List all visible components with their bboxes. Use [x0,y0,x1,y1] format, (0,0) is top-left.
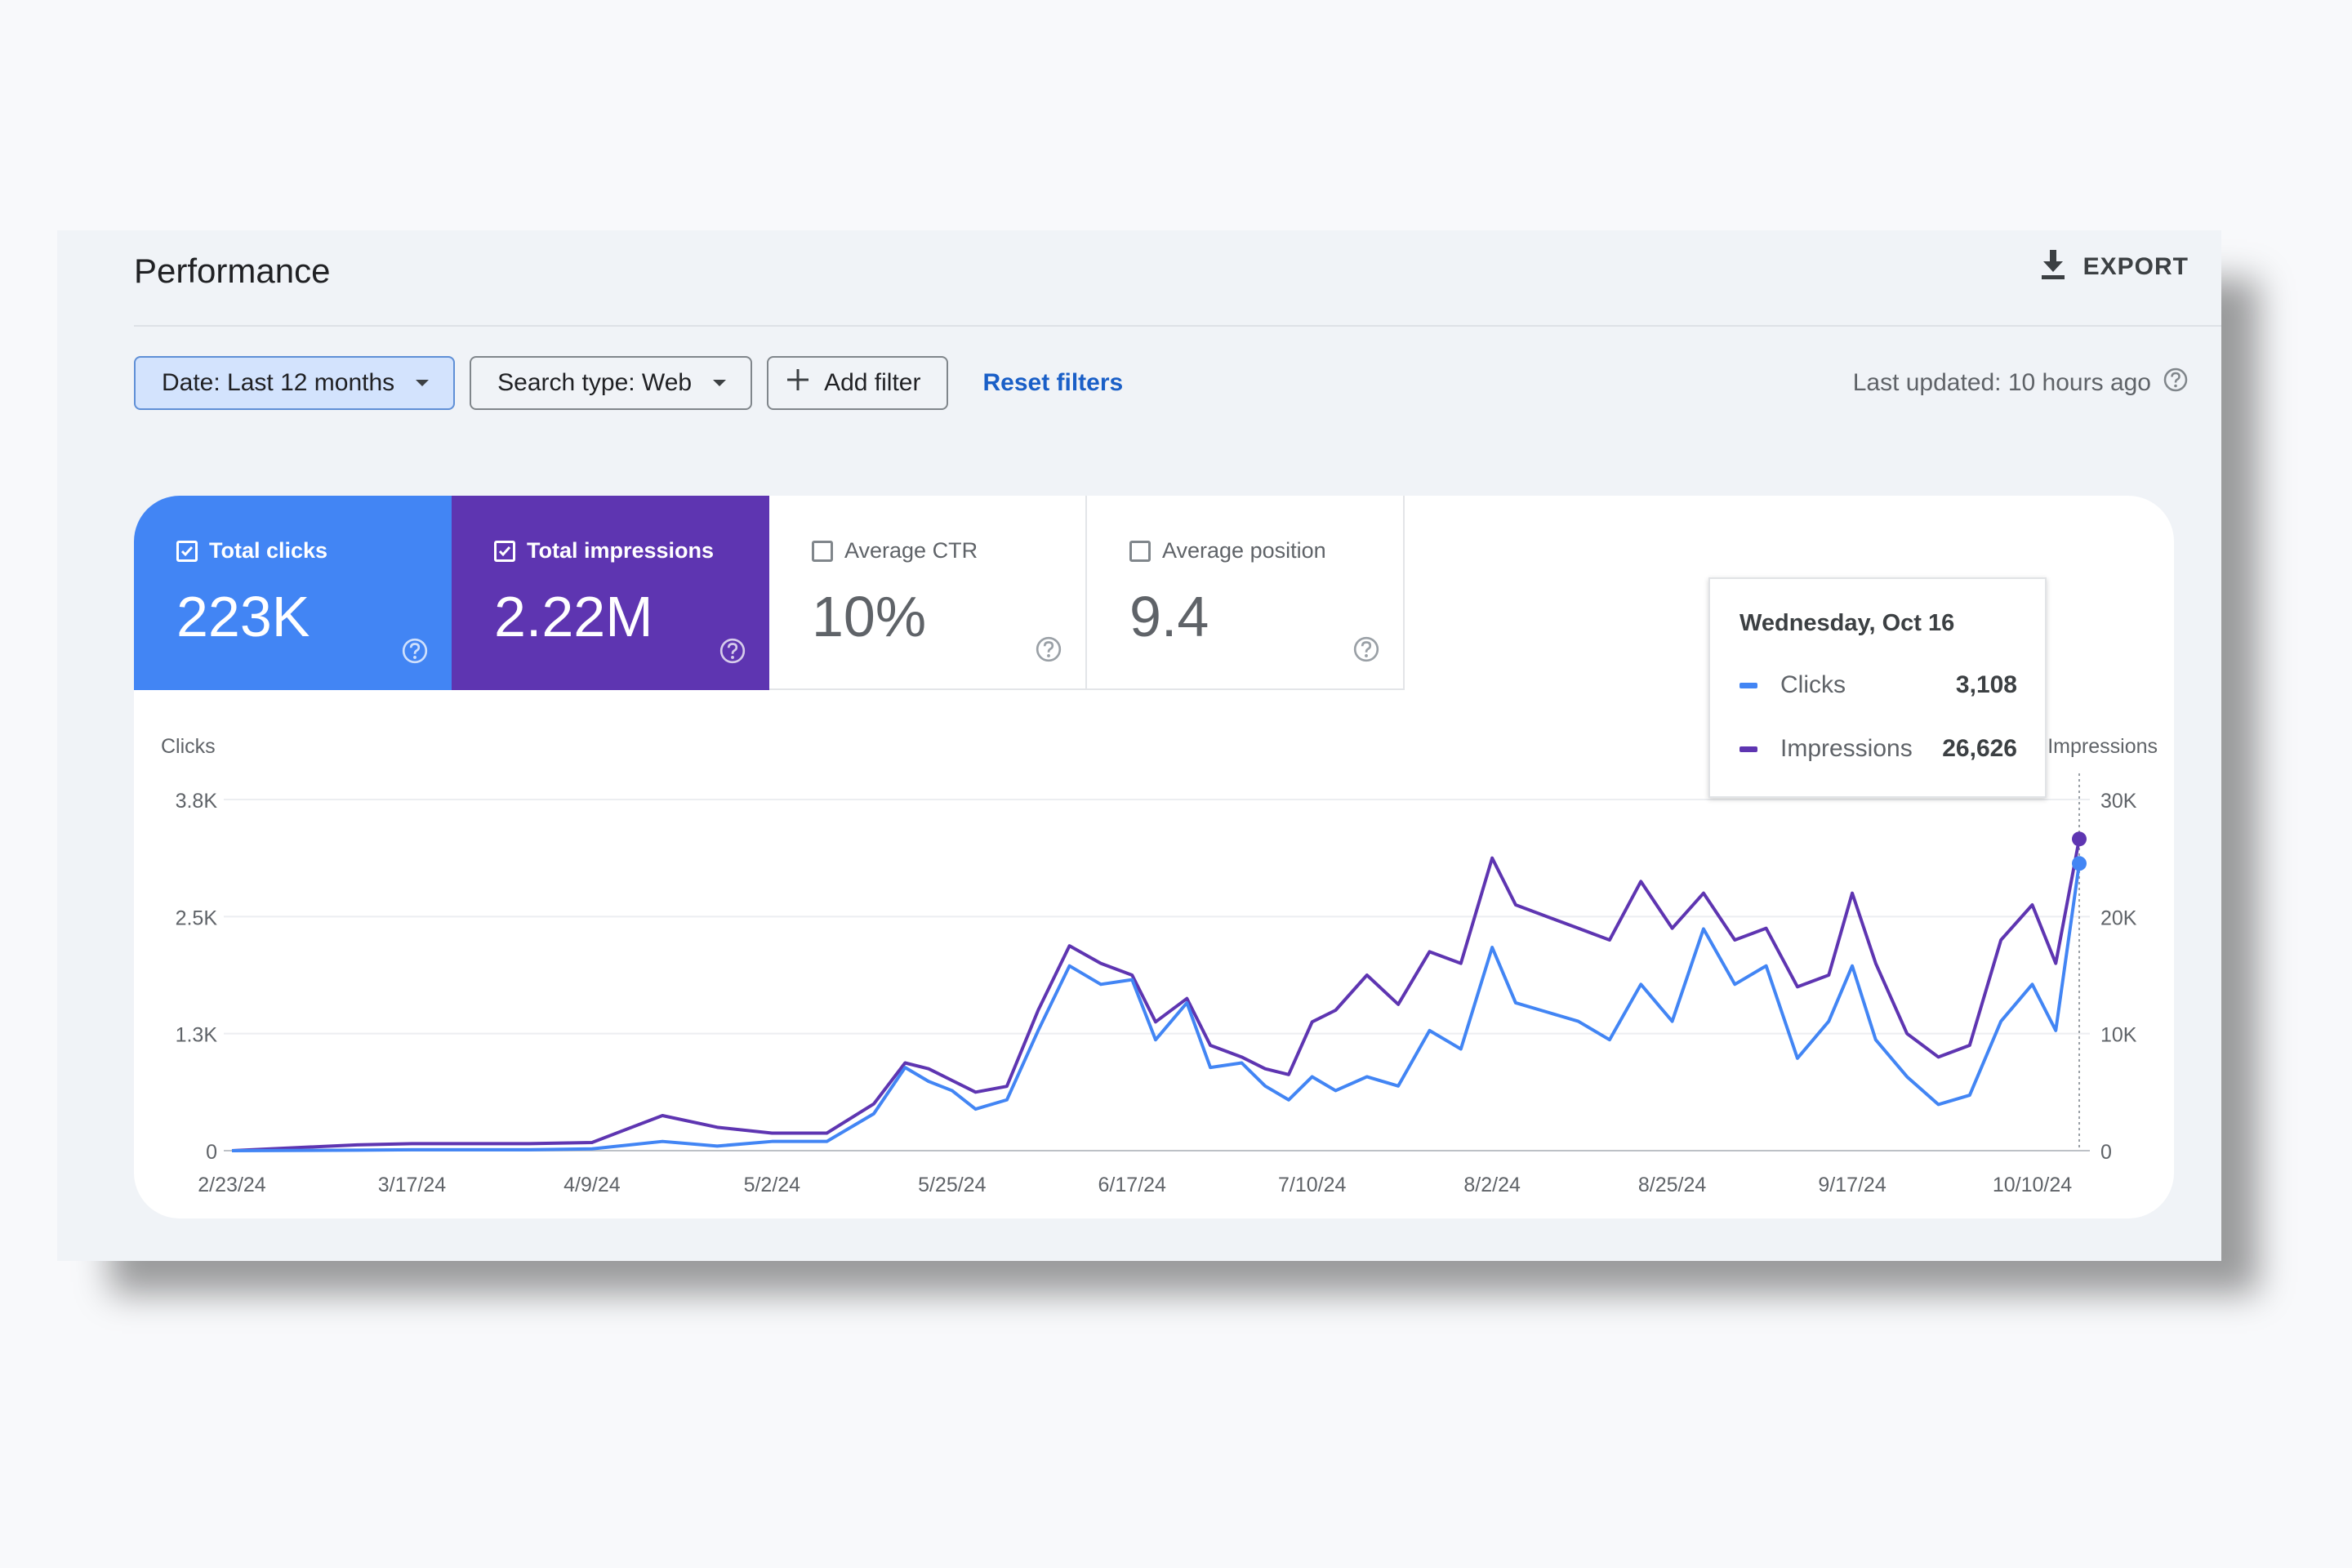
metric-average-ctr[interactable]: Average CTR 10% [769,496,1087,690]
x-tick-label: 3/17/24 [378,1174,447,1196]
help-circle-icon[interactable] [1352,635,1380,667]
y2-tick-label: 10K [2100,1024,2137,1047]
x-tick-label: 9/17/24 [1818,1174,1886,1196]
x-tick-label: 8/25/24 [1638,1174,1707,1196]
metric-value: 2.22M [494,585,653,648]
caret-down-icon [416,380,430,386]
x-tick-label: 5/2/24 [744,1174,801,1196]
caret-down-icon [713,380,727,386]
y-tick-label: 0 [206,1141,217,1164]
x-tick-label: 2/23/24 [198,1174,266,1196]
search-type-chip[interactable]: Search type: Web [470,356,753,410]
metric-value: 9.4 [1129,585,1209,648]
add-filter-label: Add filter [824,369,921,396]
clicks-swatch [1740,682,1757,688]
metric-value: 223K [176,585,310,648]
x-tick-label: 8/2/24 [1463,1174,1521,1196]
search-type-label: Search type: Web [497,369,693,396]
help-circle-icon[interactable] [719,637,746,669]
plus-icon [786,368,809,398]
x-tick-label: 10/10/24 [1993,1174,2072,1196]
x-tick-label: 5/25/24 [918,1174,987,1196]
y2-tick-label: 0 [2100,1141,2112,1164]
metric-total-clicks[interactable]: Total clicks 223K [134,496,452,690]
y-tick-label: 1.3K [176,1024,218,1047]
checkbox-icon[interactable] [494,540,515,562]
add-filter-button[interactable]: Add filter [767,356,949,410]
impressions-swatch [1740,746,1757,752]
chart-tooltip: Wednesday, Oct 16 Clicks 3,108 Impressio… [1708,577,2047,798]
metric-value: 10% [812,585,927,648]
performance-card: 0 1.3K 2.5K 3.8K 0 10K 20K 30K Clicks Impressions… [134,496,2174,1218]
last-updated-text: Last updated: 10 hours ago [1852,369,2151,396]
help-circle-icon[interactable] [1035,635,1062,667]
tooltip-label: Clicks [1780,671,1846,698]
checkbox-icon[interactable] [812,540,833,562]
export-label: EXPORT [2082,252,2189,280]
reset-filters-link[interactable]: Reset filters [982,369,1124,396]
tooltip-row-clicks: Clicks 3,108 [1740,671,2017,699]
metric-label: Average position [1162,538,1326,563]
impressions-hover-point [2072,831,2087,847]
y-axis-label: Clicks [161,735,216,758]
filter-bar: Date: Last 12 months Search type: Web Ad… [134,354,2189,412]
y-tick-label: 3.8K [176,790,218,813]
y-tick-label: 2.5K [176,906,218,929]
tooltip-value: 3,108 [1955,671,2017,698]
tooltip-row-impressions: Impressions 26,626 [1740,735,2017,763]
clicks-hover-point [2072,856,2087,871]
checkbox-icon[interactable] [1129,540,1151,562]
x-tick-label: 6/17/24 [1098,1174,1167,1196]
help-circle-icon[interactable] [401,637,429,669]
tooltip-value: 26,626 [1942,735,2017,762]
export-button[interactable]: EXPORT [2041,250,2189,283]
metric-cards: Total clicks 223K Total impressions 2.22… [134,496,1405,690]
impressions-series-line [231,838,2081,1152]
metric-average-position[interactable]: Average position 9.4 [1087,496,1405,690]
last-updated: Last updated: 10 hours ago [1853,367,2189,399]
performance-chart: 0 1.3K 2.5K 3.8K 0 10K 20K 30K Clicks Impressions… [161,735,2158,1196]
x-tick-label: 4/9/24 [564,1174,621,1196]
tooltip-label: Impressions [1780,735,1913,762]
page-title: Performance [134,252,331,290]
download-icon [2041,250,2065,283]
performance-panel: Performance EXPORT Date: Last 12 months … [57,230,2221,1261]
metric-total-impressions[interactable]: Total impressions 2.22M [452,496,769,690]
y2-tick-label: 30K [2100,790,2137,813]
y2-axis-label: Impressions [2047,735,2158,758]
tooltip-date: Wednesday, Oct 16 [1740,610,1955,636]
x-tick-label: 7/10/24 [1278,1174,1347,1196]
y2-tick-label: 20K [2100,906,2137,929]
date-filter-label: Date: Last 12 months [162,369,395,396]
metric-label: Average CTR [844,538,978,563]
checkbox-icon[interactable] [176,540,198,562]
metric-label: Total impressions [527,538,715,563]
metric-label: Total clicks [209,538,328,563]
clicks-series-line [231,863,2081,1152]
date-filter-chip[interactable]: Date: Last 12 months [134,356,456,410]
help-circle-icon[interactable] [2163,367,2189,399]
panel-header: Performance EXPORT [134,230,2221,327]
